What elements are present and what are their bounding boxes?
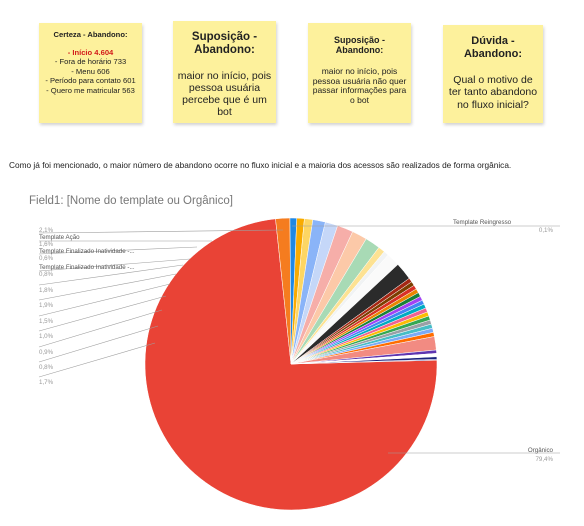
sticky-note-certeza: Certeza - Abandono: - Início 4.604 - For… xyxy=(39,23,142,123)
pie-chart: Template Reingresso 0,1% 2,1%Template Ação… xyxy=(38,217,560,511)
note-title: Suposição - Abandono: xyxy=(333,35,385,55)
callout-percent: 1,7% xyxy=(39,379,54,386)
callout-percent: 1,9% xyxy=(39,302,54,309)
callout-leader-line xyxy=(38,342,156,378)
note-title: Dúvida - Abandono: xyxy=(463,35,523,60)
callout-label: Template Finalizado Inatividade -... xyxy=(39,264,135,271)
sticky-note-duvida: Dúvida - Abandono: Qual o motivo de ter … xyxy=(443,25,543,123)
callout-leader-line xyxy=(38,273,177,301)
note-body: maior no início, pois pessoa usuária per… xyxy=(177,70,272,118)
callout-percent: 0,6% xyxy=(39,255,54,262)
chart-title: Field1: [Nome do template ou Orgânico] xyxy=(29,195,233,207)
caption-text: Como já foi mencionado, o maior número d… xyxy=(9,160,512,170)
callout-leader-line xyxy=(38,229,284,234)
note-body: maior no início, pois pessoa usuária não… xyxy=(312,66,407,105)
callout-percent: 0,8% xyxy=(39,271,54,278)
callout-leader-line xyxy=(38,325,159,363)
note-line: - Fora de horário 733 xyxy=(54,57,127,67)
note-title: Certeza - Abandono: xyxy=(53,30,128,39)
sticky-note-suposicao-1: Suposição - Abandono: maior no início, p… xyxy=(173,21,276,123)
callout-leader-line xyxy=(38,309,163,348)
note-line: - Período para contato 601 xyxy=(45,76,136,86)
callout-label: Orgânico xyxy=(528,447,554,454)
callout-leader-line xyxy=(38,295,167,332)
callout-percent: 2,1% xyxy=(39,227,54,234)
callout-percent: 0,1% xyxy=(539,227,554,234)
note-body: Qual o motivo de ter tanto abandono no f… xyxy=(448,74,538,111)
callout-percent: 1,0% xyxy=(39,333,54,340)
callout-percent: 79,4% xyxy=(535,456,553,463)
pie-slice xyxy=(290,359,438,365)
callout-leader-line xyxy=(38,246,198,255)
callout-percent: 1,8% xyxy=(39,287,54,294)
callout-label: Template Finalizado Inatividade -... xyxy=(39,248,135,255)
callout-leader-line xyxy=(38,264,184,286)
callout-label: Template Reingresso xyxy=(453,219,512,226)
sticky-note-suposicao-2: Suposição - Abandono: maior no início, p… xyxy=(308,23,411,123)
callout-leader-line xyxy=(38,258,191,272)
callout-percent: 1,6% xyxy=(39,241,54,248)
callout-leader-line xyxy=(38,283,171,317)
note-line: - Quero me matricular 563 xyxy=(46,85,135,95)
note-line: - Menu 606 xyxy=(71,66,110,76)
callout-label: Template Ação xyxy=(39,234,80,241)
note-title: Suposição - Abandono: xyxy=(191,31,258,56)
callout-percent: 0,9% xyxy=(39,349,54,356)
callout-percent: 1,5% xyxy=(39,318,54,325)
callout-percent: 0,8% xyxy=(39,364,54,371)
note-highlight-line: - Início 4.604 xyxy=(67,47,114,57)
